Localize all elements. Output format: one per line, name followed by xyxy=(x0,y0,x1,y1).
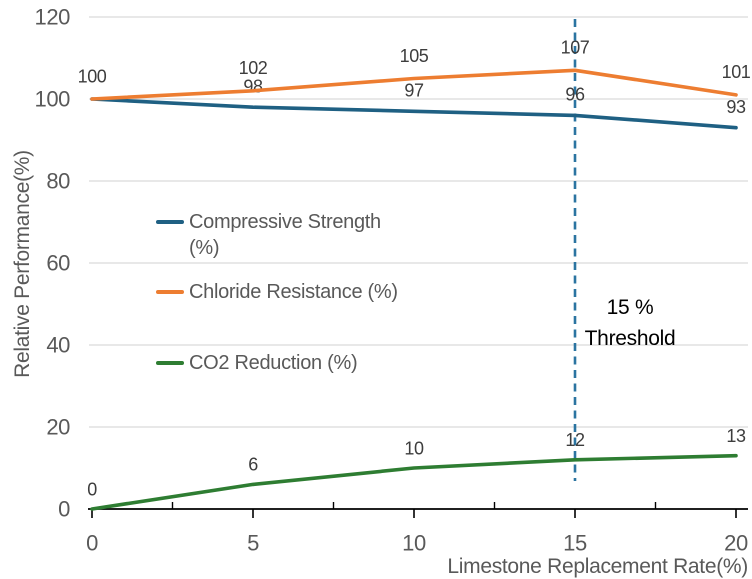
y-tick-label-80: 80 xyxy=(46,169,70,194)
data-label-co2-reduction-x5: 6 xyxy=(248,455,258,475)
data-labels-co2-reduction: 0 6 10 12 13 xyxy=(87,426,746,499)
data-label-compressive-strength-x5: 98 xyxy=(243,77,263,97)
data-label-chloride-resistance-x10: 105 xyxy=(400,46,429,66)
x-axis-title: Limestone Replacement Rate(%) xyxy=(447,555,748,578)
data-label-chloride-resistance-x5: 102 xyxy=(239,58,268,78)
y-tick-label-60: 60 xyxy=(46,251,70,276)
data-label-chloride-resistance-x20: 101 xyxy=(722,62,751,82)
data-label-co2-reduction-x0: 0 xyxy=(87,479,97,499)
y-tick-label-20: 20 xyxy=(46,415,70,440)
threshold-annotation-line-1: 15 % xyxy=(606,296,654,319)
x-tick-label-20: 20 xyxy=(724,531,748,556)
data-label-chloride-resistance-x15: 107 xyxy=(561,38,590,58)
data-label-compressive-strength-x15: 96 xyxy=(565,85,585,105)
data-label-co2-reduction-x20: 13 xyxy=(726,426,746,446)
y-tick-label-100: 100 xyxy=(34,87,70,112)
data-label-chloride-resistance-x0: 100 xyxy=(78,66,107,86)
data-label-compressive-strength-x20: 93 xyxy=(726,97,746,117)
data-label-co2-reduction-x10: 10 xyxy=(404,438,424,458)
threshold-annotation: 15 % Threshold xyxy=(585,292,676,354)
x-tick-label-10: 10 xyxy=(402,531,426,556)
y-tick-label-0: 0 xyxy=(58,497,70,522)
data-labels-compressive-strength: 98 97 96 93 xyxy=(243,77,746,118)
series-line-co2-reduction xyxy=(90,453,738,511)
x-tick-label-15: 15 xyxy=(563,531,587,556)
threshold-annotation-line-2: Threshold xyxy=(584,327,676,350)
y-axis-title: Relative Performance(%) xyxy=(11,150,34,378)
data-label-compressive-strength-x10: 97 xyxy=(404,81,424,101)
data-labels-chloride-resistance: 100 102 105 107 101 xyxy=(78,38,752,87)
y-tick-label-120: 120 xyxy=(34,5,70,30)
series-line-compressive-strength xyxy=(90,97,738,130)
data-label-co2-reduction-x15: 12 xyxy=(565,430,585,450)
x-tick-label-5: 5 xyxy=(247,531,259,556)
y-tick-label-40: 40 xyxy=(46,333,70,358)
x-tick-label-0: 0 xyxy=(86,531,98,556)
series-line-chloride-resistance xyxy=(90,68,738,101)
